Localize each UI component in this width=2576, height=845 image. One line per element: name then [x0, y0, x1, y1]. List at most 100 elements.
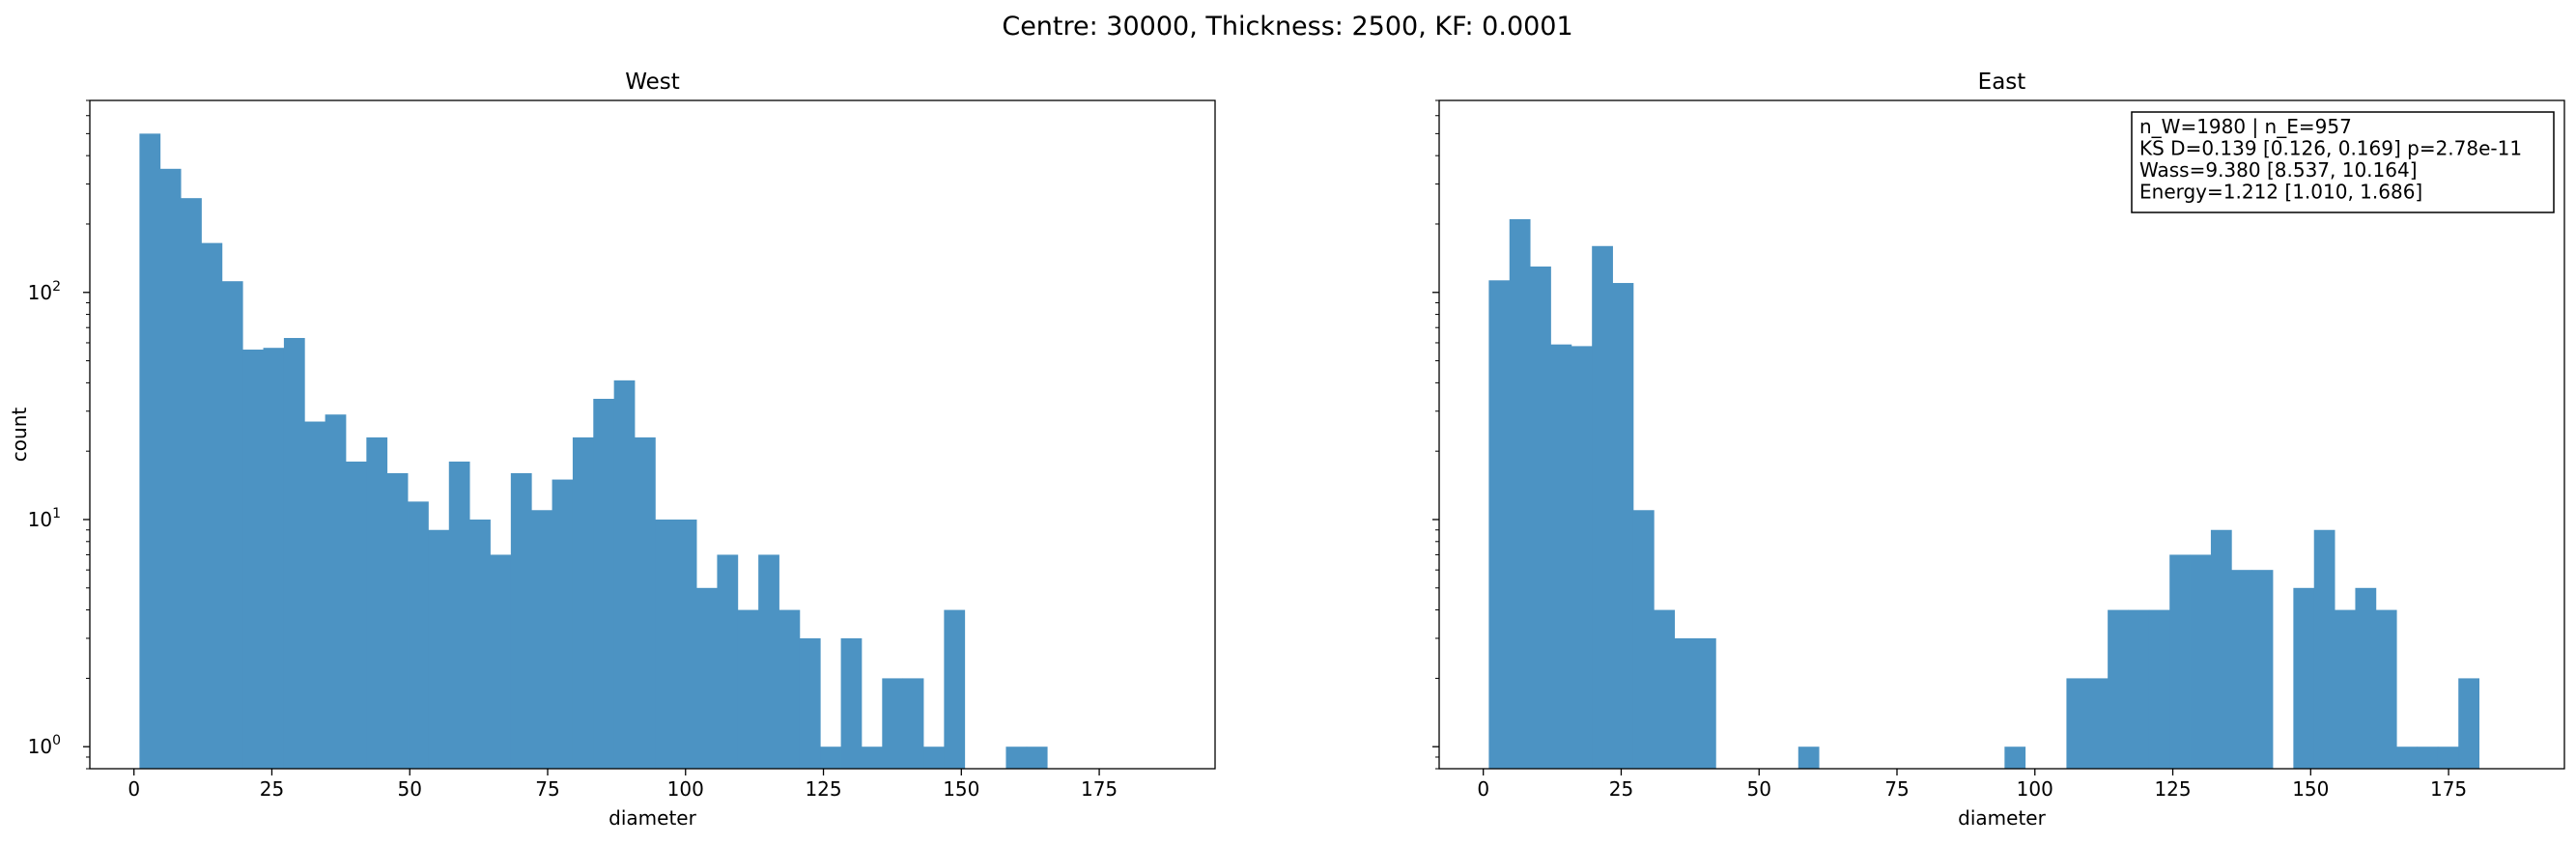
histogram-bar: [386, 472, 409, 769]
histogram-bar: [1654, 609, 1676, 769]
y-tick-label: 100: [28, 733, 61, 758]
histogram-bar: [2375, 609, 2397, 769]
histogram-bar: [902, 678, 924, 769]
histogram-bar: [2231, 570, 2253, 769]
x-tick-label: 125: [2154, 777, 2191, 801]
histogram-bar: [201, 242, 223, 769]
histogram-bar: [778, 609, 801, 769]
x-tick-label: 100: [2017, 777, 2053, 801]
stats-line: n_W=1980 | n_E=957: [2139, 115, 2352, 138]
y-tick-exponent: 2: [52, 279, 61, 295]
x-axis-label: diameter: [1958, 806, 2046, 830]
stats-box: [2131, 111, 2555, 213]
histogram-bar: [613, 380, 636, 769]
histogram-bar: [2169, 554, 2191, 769]
y-tick-base: 10: [28, 281, 52, 304]
histogram-bar: [469, 519, 491, 769]
histogram-bar: [2190, 554, 2212, 769]
histogram-bar: [448, 461, 470, 769]
panel-title: East: [1978, 70, 2026, 95]
histogram-bar: [283, 337, 305, 769]
plot-frame: [89, 99, 1216, 770]
histogram-bar: [552, 479, 574, 769]
histogram-bar: [1798, 746, 1820, 769]
histogram-bar: [2128, 609, 2150, 769]
y-tick-base: 10: [28, 508, 52, 531]
x-tick-label: 50: [397, 777, 421, 801]
histogram-bar: [2148, 609, 2170, 769]
histogram-bar: [2335, 609, 2356, 769]
histogram-bar: [139, 133, 161, 769]
histogram-bar: [1632, 510, 1655, 769]
histogram-bar: [2417, 746, 2439, 769]
histogram-bar: [531, 510, 552, 769]
histogram-bars: [1488, 218, 2479, 770]
x-tick-label: 175: [2430, 777, 2467, 801]
histogram-bar: [820, 746, 841, 769]
x-tick-label: 50: [1746, 777, 1770, 801]
histogram-bar: [428, 529, 450, 769]
y-tick-label: 101: [28, 506, 61, 531]
histogram-bar: [221, 281, 243, 769]
histogram-bar: [1571, 346, 1593, 769]
histogram-bar: [2004, 746, 2026, 769]
histogram-bar: [840, 637, 863, 769]
x-tick-label: 100: [667, 777, 704, 801]
histogram-bars: [139, 133, 1048, 770]
x-tick-label: 75: [1884, 777, 1909, 801]
histogram-bar: [1674, 637, 1696, 769]
histogram-bar: [2210, 529, 2232, 769]
x-axis-label: diameter: [609, 806, 696, 830]
histogram-bar: [717, 554, 739, 769]
histogram-bar: [2396, 746, 2418, 769]
histogram-bar: [366, 437, 388, 769]
histogram-bar: [923, 746, 945, 769]
histogram-bar: [510, 472, 532, 769]
histogram-bar: [2458, 678, 2479, 769]
stats-line: Energy=1.212 [1.010, 1.686]: [2139, 181, 2422, 204]
y-axis-label: count: [8, 408, 31, 463]
histogram-bar: [799, 637, 821, 769]
x-tick-label: 75: [535, 777, 559, 801]
histogram-bar: [2293, 587, 2315, 769]
histogram-bar: [1005, 746, 1028, 769]
x-tick-label: 175: [1081, 777, 1118, 801]
histogram-bar: [345, 461, 367, 769]
x-tick-label: 150: [943, 777, 979, 801]
histogram-bar: [593, 398, 615, 769]
y-tick-exponent: 0: [52, 733, 61, 748]
histogram-bar: [572, 437, 594, 769]
panel-title: West: [625, 70, 680, 95]
histogram-bar: [1026, 746, 1048, 769]
y-tick-base: 10: [28, 735, 52, 758]
histogram-bar: [2437, 746, 2459, 769]
histogram-bar: [1694, 637, 1716, 769]
histogram-bar: [181, 198, 202, 770]
histogram-bar: [1550, 344, 1572, 769]
histogram-bar: [2251, 570, 2274, 769]
y-tick-exponent: 1: [52, 506, 61, 521]
histogram-bar: [635, 437, 656, 769]
histogram-bar: [1509, 218, 1531, 770]
x-tick-label: 0: [127, 777, 140, 801]
x-tick-label: 150: [2292, 777, 2329, 801]
histogram-bar: [882, 678, 904, 769]
y-tick-label: 102: [28, 279, 61, 304]
plot-frame: [1438, 99, 2565, 770]
histogram-bar: [2313, 529, 2335, 769]
x-tick-label: 125: [805, 777, 841, 801]
x-tick-label: 25: [260, 777, 284, 801]
histogram-bar: [408, 501, 429, 769]
histogram-bar: [1530, 266, 1551, 770]
stats-line: KS D=0.139 [0.126, 0.169] p=2.78e-11: [2139, 137, 2522, 160]
histogram-bar: [263, 348, 285, 769]
histogram-bar: [1612, 283, 1634, 769]
histogram-bar: [2355, 587, 2377, 769]
histogram-bar: [2108, 609, 2129, 769]
histogram-bar: [1488, 280, 1511, 769]
figure-suptitle: Centre: 30000, Thickness: 2500, KF: 0.00…: [1002, 12, 1572, 42]
